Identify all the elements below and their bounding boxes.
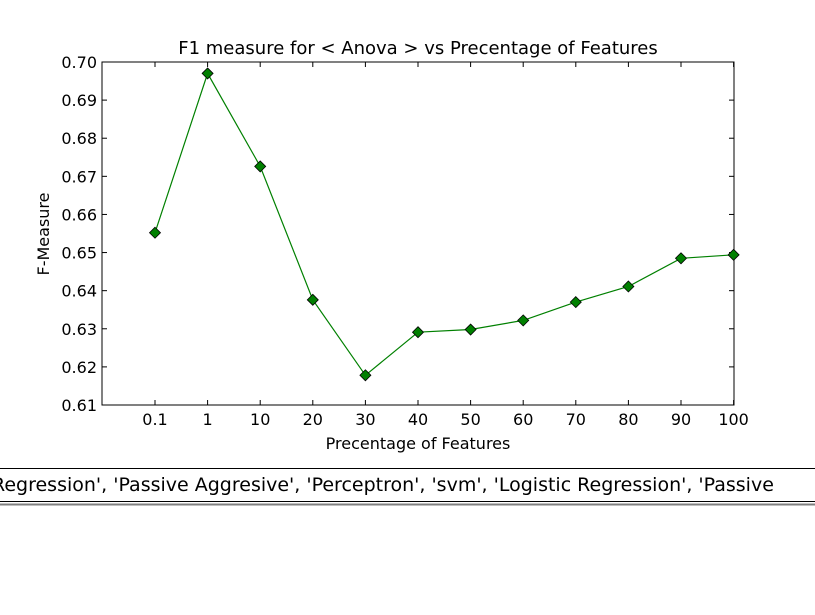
data-point bbox=[306, 293, 319, 306]
axes-frame bbox=[101, 61, 735, 406]
y-tick-label: 0.63 bbox=[61, 320, 97, 339]
x-tick-label: 60 bbox=[513, 410, 533, 429]
x-tick-label: 70 bbox=[566, 410, 586, 429]
y-tick-label: 0.67 bbox=[61, 167, 97, 186]
data-point bbox=[674, 252, 688, 265]
x-tick-label: 0.1 bbox=[142, 410, 167, 429]
y-tick-label: 0.68 bbox=[61, 129, 97, 148]
y-tick-label: 0.62 bbox=[61, 358, 97, 377]
y-tick-label: 0.64 bbox=[61, 282, 97, 301]
legend-text: Regression', 'Passive Aggresive', 'Perce… bbox=[0, 474, 774, 496]
data-point bbox=[411, 326, 425, 339]
y-tick-label: 0.65 bbox=[61, 244, 97, 263]
plot-area: 0.61 0.62 0.63 0.64 0.65 0.66 0.67 0.68 0.69 0.70… bbox=[61, 53, 748, 429]
data-point bbox=[148, 226, 162, 239]
data-point bbox=[622, 280, 635, 293]
legend: Regression', 'Passive Aggresive', 'Perce… bbox=[0, 468, 815, 506]
y-tick-label: 0.70 bbox=[61, 53, 97, 72]
data-point bbox=[254, 160, 267, 173]
data-point bbox=[569, 296, 582, 309]
data-point bbox=[359, 369, 372, 382]
y-axis-label: F-Measure bbox=[34, 193, 53, 276]
chart-title: F1 measure for < Anova > vs Precentage o… bbox=[178, 38, 658, 59]
series-line bbox=[154, 71, 734, 377]
x-tick-label: 100 bbox=[718, 410, 749, 429]
x-tick-label: 20 bbox=[303, 410, 323, 429]
x-tick-label: 90 bbox=[671, 410, 691, 429]
y-tick-label: 0.69 bbox=[61, 91, 97, 110]
data-point bbox=[727, 248, 740, 261]
x-tick-label: 50 bbox=[460, 410, 480, 429]
x-tick-label: 1 bbox=[203, 410, 213, 429]
x-axis-label: Precentage of Features bbox=[326, 434, 511, 453]
data-point bbox=[517, 314, 530, 327]
x-tick-label: 80 bbox=[618, 410, 638, 429]
x-tick-label: 10 bbox=[250, 410, 270, 429]
x-tick-label: 30 bbox=[355, 410, 375, 429]
data-point bbox=[464, 323, 477, 336]
data-point bbox=[201, 67, 214, 80]
y-tick-label: 0.61 bbox=[61, 396, 97, 415]
x-tick-label: 40 bbox=[408, 410, 428, 429]
y-tick-label: 0.66 bbox=[61, 205, 97, 224]
